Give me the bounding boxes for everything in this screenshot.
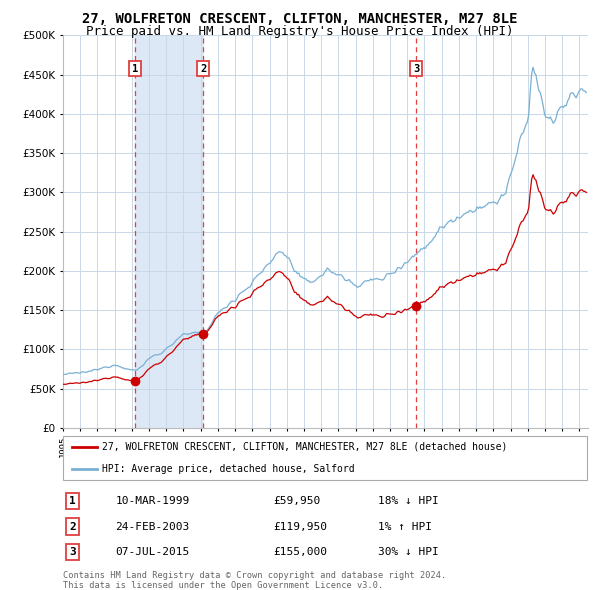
Text: 2: 2	[200, 64, 206, 74]
Text: Contains HM Land Registry data © Crown copyright and database right 2024.: Contains HM Land Registry data © Crown c…	[63, 571, 446, 580]
Text: 18% ↓ HPI: 18% ↓ HPI	[378, 496, 439, 506]
Text: 1: 1	[69, 496, 76, 506]
Text: £119,950: £119,950	[273, 522, 327, 532]
Text: 27, WOLFRETON CRESCENT, CLIFTON, MANCHESTER, M27 8LE (detached house): 27, WOLFRETON CRESCENT, CLIFTON, MANCHES…	[103, 442, 508, 452]
Text: £59,950: £59,950	[273, 496, 320, 506]
FancyBboxPatch shape	[63, 436, 587, 480]
Text: £155,000: £155,000	[273, 547, 327, 557]
Text: HPI: Average price, detached house, Salford: HPI: Average price, detached house, Salf…	[103, 464, 355, 474]
Text: 2: 2	[69, 522, 76, 532]
Bar	[135, 35, 203, 428]
Text: 10-MAR-1999: 10-MAR-1999	[115, 496, 190, 506]
Text: 3: 3	[69, 547, 76, 557]
Text: This data is licensed under the Open Government Licence v3.0.: This data is licensed under the Open Gov…	[63, 581, 383, 589]
Text: 30% ↓ HPI: 30% ↓ HPI	[378, 547, 439, 557]
Text: 1% ↑ HPI: 1% ↑ HPI	[378, 522, 432, 532]
Text: 27, WOLFRETON CRESCENT, CLIFTON, MANCHESTER, M27 8LE: 27, WOLFRETON CRESCENT, CLIFTON, MANCHES…	[82, 12, 518, 26]
Text: 24-FEB-2003: 24-FEB-2003	[115, 522, 190, 532]
Text: Price paid vs. HM Land Registry's House Price Index (HPI): Price paid vs. HM Land Registry's House …	[86, 25, 514, 38]
Text: 07-JUL-2015: 07-JUL-2015	[115, 547, 190, 557]
Text: 3: 3	[413, 64, 419, 74]
Text: 1: 1	[132, 64, 138, 74]
